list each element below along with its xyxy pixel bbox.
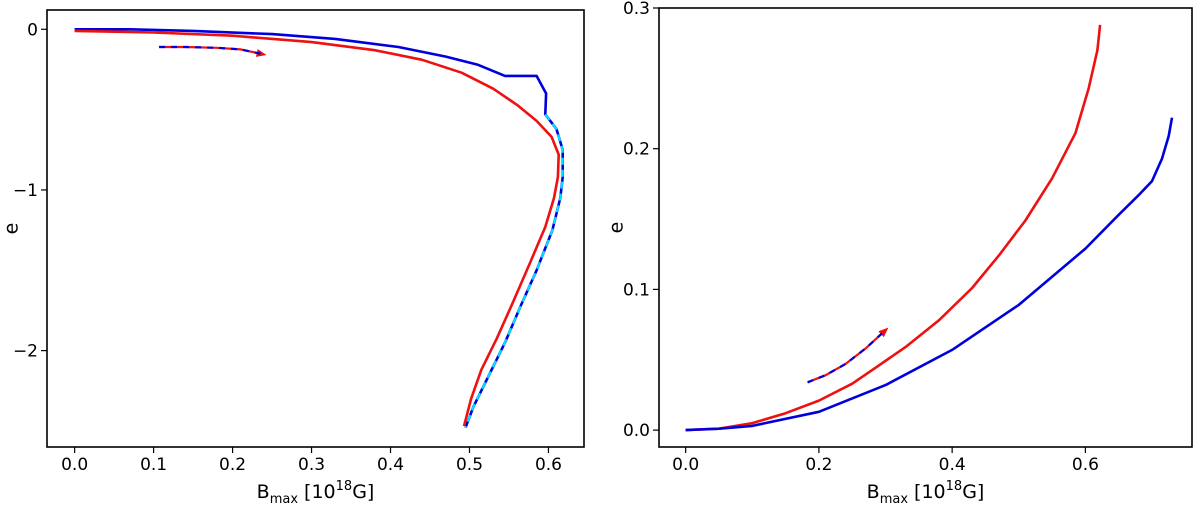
right-chart-y-axis-label: e: [606, 222, 628, 234]
right-x-tick-label: 0.4: [939, 455, 966, 475]
left-chart-series: [74, 28, 564, 429]
right-x-tick-label: 0.6: [1072, 455, 1099, 475]
right-chart-x-axis-label: Bmax [1018G]: [867, 479, 985, 506]
left-y-tick-label: 0: [27, 20, 38, 40]
right-y-tick-label: 0.3: [623, 0, 650, 19]
left-direction-arrow-dashes: [159, 45, 263, 56]
left-chart-panel: 0.0 0.1 0.2 0.3 0.4 0.5 0.60−1−2 Bmax [1018G] …: [1, 9, 585, 506]
right-y-tick-label: 0.0: [623, 421, 650, 441]
left-x-tick-label: 0.6: [535, 455, 562, 475]
left-x-tick-label: 0.3: [298, 455, 325, 475]
left-series-line-2: [74, 29, 560, 427]
right-y-tick-label: 0.2: [623, 140, 650, 160]
right-chart-panel: 0.0 0.2 0.4 0.6 0.0 0.1 0.2 0.3 Bmax [1018G] e: [606, 0, 1193, 506]
right-direction-arrow: [807, 327, 889, 384]
left-x-tick-label: 0.5: [456, 455, 483, 475]
left-y-tick-label: −1: [13, 181, 38, 201]
left-chart-y-axis-label: e: [1, 223, 23, 235]
left-x-tick-label: 0.4: [377, 455, 404, 475]
left-chart-x-axis-label: Bmax [1018G]: [257, 479, 375, 506]
right-series-line-1: [685, 24, 1102, 432]
right-direction-arrow-dashes: [807, 329, 887, 384]
right-chart-ticks: 0.0 0.2 0.4 0.6 0.0 0.1 0.2 0.3: [623, 0, 1099, 475]
left-series-line-3: [464, 113, 564, 429]
right-chart-series: [685, 24, 1174, 432]
left-x-tick-label: 0.0: [61, 455, 88, 475]
right-x-tick-label: 0.2: [805, 455, 832, 475]
right-series-line-2: [685, 117, 1174, 432]
left-x-tick-label: 0.1: [140, 455, 167, 475]
left-y-tick-label: −2: [13, 342, 38, 362]
left-chart-ticks: 0.0 0.1 0.2 0.3 0.4 0.5 0.6 0 −1 −2: [13, 20, 562, 475]
right-y-tick-label: 0.1: [623, 280, 650, 300]
right-chart-frame: [658, 7, 1193, 448]
right-x-tick-label: 0.0: [672, 455, 699, 475]
left-x-tick-label: 0.2: [219, 455, 246, 475]
left-chart-frame: [46, 9, 585, 448]
left-series-line-1: [74, 28, 564, 429]
